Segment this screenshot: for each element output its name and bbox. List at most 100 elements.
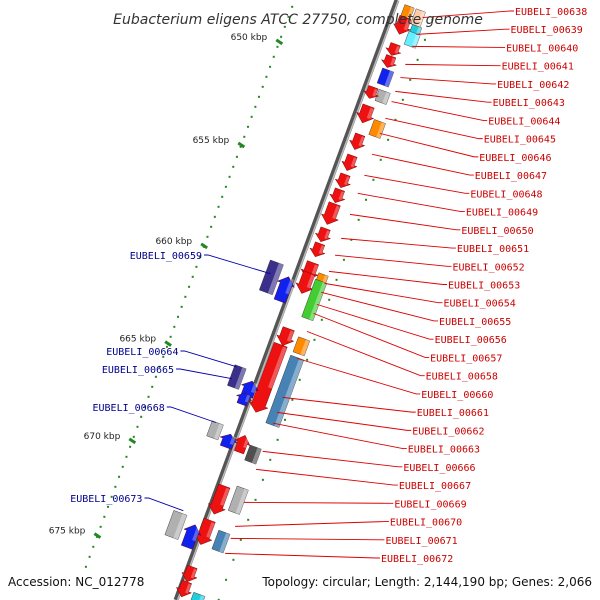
kbp-label: 660 kbp — [155, 237, 192, 247]
ring-dot — [342, 258, 345, 261]
gene-shine — [268, 346, 287, 389]
gene-label-eubeli-00640: EUBELI_00640 — [506, 43, 578, 54]
leader-line — [372, 153, 474, 176]
leader-line — [364, 174, 470, 194]
ring-dot — [132, 435, 135, 438]
gene-body — [206, 420, 224, 441]
gene-shine — [306, 274, 315, 289]
gene-label-eubeli-00672: EUBELI_00672 — [381, 554, 453, 565]
gene-body — [376, 67, 395, 88]
ring-dot — [272, 55, 275, 58]
leader-line — [411, 45, 506, 48]
leader-line — [277, 411, 412, 431]
gene-shine — [366, 107, 374, 120]
gene-shape — [380, 54, 398, 68]
gene-label-eubeli-00647: EUBELI_00647 — [475, 171, 547, 182]
ring-dot — [169, 335, 172, 338]
ring-dot — [228, 175, 231, 178]
ring-dot — [136, 425, 139, 428]
ring-dot — [217, 205, 220, 208]
ring-dot — [239, 538, 242, 541]
gene-arrow — [329, 187, 346, 203]
leader-line — [357, 192, 465, 213]
gene-arrow — [356, 103, 375, 124]
gene-label-eubeli-00649: EUBELI_00649 — [466, 208, 538, 219]
leader-line — [256, 468, 398, 486]
ring-dot — [158, 365, 161, 368]
ring-dot — [217, 598, 220, 600]
ring-dot — [239, 145, 242, 148]
ring-dot — [306, 358, 309, 361]
gene-shine — [185, 583, 192, 594]
gene-shape — [309, 241, 326, 257]
gene-shine — [274, 358, 304, 428]
ring-dot — [431, 18, 434, 21]
gene-box — [244, 444, 262, 465]
leader-line — [328, 270, 447, 285]
ring-dot — [125, 455, 128, 458]
gene-label-eubeli-00654: EUBELI_00654 — [444, 299, 516, 310]
ring-dot — [176, 315, 179, 318]
kbp-label: 655 kbp — [193, 136, 230, 146]
gene-label-eubeli-00653: EUBELI_00653 — [448, 281, 520, 292]
ring-dot — [269, 458, 272, 461]
gene-shape — [295, 270, 316, 294]
leader-line — [349, 213, 461, 231]
ring-dot — [191, 275, 194, 278]
gene-arrow — [219, 433, 238, 450]
gene-body — [188, 592, 206, 600]
gene-arrow — [181, 524, 202, 550]
gene-shine — [382, 91, 391, 105]
ring-dot — [394, 118, 397, 121]
gene-shine — [384, 70, 394, 88]
ring-dot — [357, 218, 360, 221]
gene-arrow — [393, 15, 412, 35]
leader-line — [262, 450, 403, 468]
ring-dot — [143, 405, 146, 408]
ring-dot — [180, 305, 183, 308]
gene-shape — [341, 153, 358, 171]
gene-arrow — [207, 483, 231, 515]
ring-dot — [350, 238, 353, 241]
gene-shape — [234, 435, 251, 455]
gene-shape — [334, 172, 351, 188]
gene-shine — [234, 367, 247, 390]
gene-shine — [213, 423, 224, 440]
gene-box — [265, 354, 305, 428]
gene-shine — [220, 487, 230, 506]
ring-dot — [298, 378, 301, 381]
leader-line — [306, 330, 425, 377]
leader-line — [385, 117, 483, 140]
gene-shine — [390, 57, 396, 66]
gene-label-eubeli-00642: EUBELI_00642 — [497, 80, 569, 91]
gene-arrow — [234, 435, 251, 455]
gene-box — [292, 336, 311, 357]
ring-dot — [206, 235, 209, 238]
gene-shine — [285, 278, 294, 295]
ring-dot — [195, 265, 198, 268]
gene-box — [259, 259, 284, 296]
ring-dot — [287, 15, 290, 18]
ring-dot — [243, 135, 246, 138]
gene-shape — [235, 392, 253, 407]
gene-label-eubeli-00641: EUBELI_00641 — [502, 62, 574, 73]
leader-line — [235, 521, 389, 527]
gene-label-eubeli-00667: EUBELI_00667 — [399, 481, 471, 492]
ring-dot — [221, 195, 224, 198]
ring-dot — [379, 158, 382, 161]
gene-shine — [338, 191, 345, 201]
gene-body — [301, 278, 328, 322]
ring-dot — [416, 58, 419, 61]
gene-shine — [251, 447, 262, 465]
gene-shine — [318, 245, 325, 255]
leader-line — [334, 254, 452, 267]
gene-box — [164, 510, 188, 540]
leader-line — [273, 422, 407, 450]
ring-dot — [291, 398, 294, 401]
ring-dot — [232, 558, 235, 561]
ring-dot — [84, 565, 87, 568]
ring-dot — [224, 185, 227, 188]
gene-shine — [411, 33, 421, 49]
ring-dot — [118, 475, 121, 478]
gene-label-eubeli-00645: EUBELI_00645 — [484, 135, 556, 146]
